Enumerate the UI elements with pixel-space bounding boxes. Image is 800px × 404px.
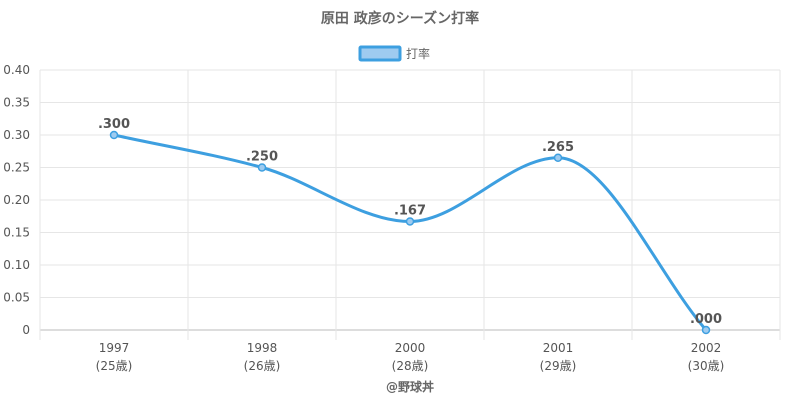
- data-point[interactable]: [701, 325, 711, 335]
- grid: [39, 69, 781, 340]
- data-label: .265: [542, 140, 574, 155]
- data-point[interactable]: [257, 163, 267, 172]
- x-tick-sublabel: (28歳): [392, 359, 429, 373]
- y-tick-label: 0.30: [3, 128, 30, 142]
- y-tick-label: 0.15: [3, 226, 30, 240]
- data-label: .167: [394, 203, 426, 218]
- y-tick-label: 0.25: [3, 161, 30, 175]
- y-tick-label: 0.20: [3, 193, 30, 207]
- x-axis: 1997 (25歳) 1998 (26歳) 2000 (28歳) 2001 (29歳) 2002…: [96, 341, 725, 373]
- x-tick-sublabel: (25歳): [96, 359, 133, 373]
- y-axis: 0 0.05 0.10 0.15 0.20 0.25 0.30 0.35 0.40: [3, 63, 30, 337]
- legend-swatch: [358, 45, 402, 62]
- x-tick-label: 2002: [691, 341, 722, 355]
- x-tick-label: 2000: [395, 341, 426, 355]
- chart-title: 原田 政彦のシーズン打率: [321, 10, 479, 27]
- y-tick-label: 0.05: [3, 291, 30, 305]
- x-tick-label: 1997: [99, 341, 130, 355]
- legend[interactable]: 打率: [358, 45, 430, 62]
- chart-credit: @野球丼: [386, 379, 434, 394]
- x-tick-label: 2001: [543, 341, 574, 355]
- x-tick-label: 1998: [247, 341, 278, 355]
- data-point[interactable]: [553, 153, 563, 162]
- data-point[interactable]: [405, 217, 415, 226]
- data-label: .300: [98, 117, 130, 132]
- data-point[interactable]: [109, 130, 119, 140]
- y-tick-label: 0.10: [3, 258, 30, 272]
- series-line: [112, 133, 708, 332]
- legend-label: 打率: [406, 46, 430, 61]
- y-tick-label: 0.35: [3, 96, 30, 110]
- data-label: .000: [690, 312, 722, 327]
- series-batting-average: [109, 130, 711, 335]
- y-tick-label: 0.40: [3, 63, 30, 77]
- data-labels: .300 .250 .167 .265 .000: [98, 117, 722, 327]
- x-tick-sublabel: (26歳): [244, 359, 281, 373]
- x-tick-sublabel: (29歳): [540, 359, 577, 373]
- y-tick-label: 0: [22, 323, 30, 337]
- x-tick-sublabel: (30歳): [688, 359, 725, 373]
- data-label: .250: [246, 150, 278, 165]
